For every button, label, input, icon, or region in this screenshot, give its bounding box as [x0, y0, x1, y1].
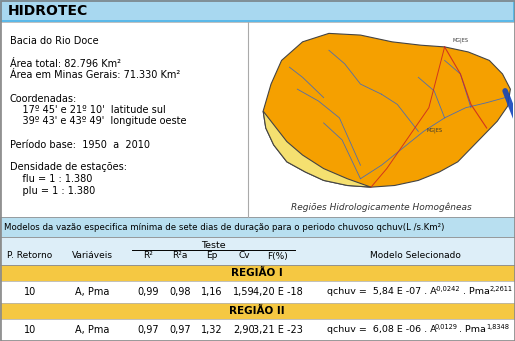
- Text: qchuv =  6,08 E -06 . A: qchuv = 6,08 E -06 . A: [327, 326, 437, 335]
- Bar: [0, 237, 515, 265]
- Text: Área em Minas Gerais: 71.330 Km²: Área em Minas Gerais: 71.330 Km²: [10, 71, 180, 80]
- Text: Teste: Teste: [201, 240, 226, 250]
- Text: MG|ES: MG|ES: [452, 38, 469, 43]
- Text: REGIÃO II: REGIÃO II: [229, 306, 285, 316]
- Text: R²: R²: [143, 252, 153, 261]
- Text: 17º 45' e 21º 10'  latitude sul: 17º 45' e 21º 10' latitude sul: [10, 105, 166, 115]
- Bar: [0, 303, 515, 319]
- Text: 0,98: 0,98: [169, 287, 191, 297]
- Bar: [0, 0, 515, 22]
- Text: 1,59: 1,59: [233, 287, 255, 297]
- Text: 2,2611: 2,2611: [489, 285, 512, 292]
- Bar: [0, 22, 515, 217]
- Text: 10: 10: [24, 325, 36, 335]
- Text: 39º 43' e 43º 49'  longitude oeste: 39º 43' e 43º 49' longitude oeste: [10, 117, 186, 127]
- Text: Densidade de estações:: Densidade de estações:: [10, 163, 127, 173]
- Text: REGIÃO I: REGIÃO I: [231, 268, 283, 278]
- Text: Período base:  1950  a  2010: Período base: 1950 a 2010: [10, 139, 150, 149]
- Text: A, Pma: A, Pma: [75, 287, 109, 297]
- Text: Área total: 82.796 Km²: Área total: 82.796 Km²: [10, 59, 121, 69]
- Text: Modelos da vazão especifica mínima de sete dias de duração para o periodo chuvos: Modelos da vazão especifica mínima de se…: [4, 222, 444, 232]
- Text: Modelo Selecionado: Modelo Selecionado: [370, 252, 460, 261]
- Text: MG|ES: MG|ES: [426, 128, 442, 133]
- Text: . Pma: . Pma: [456, 326, 486, 335]
- Text: 2,90: 2,90: [233, 325, 255, 335]
- Text: Cv: Cv: [238, 252, 250, 261]
- Bar: [0, 281, 515, 303]
- Text: 4,20 E -18: 4,20 E -18: [253, 287, 303, 297]
- Text: 1,8348: 1,8348: [486, 324, 509, 329]
- Text: A, Pma: A, Pma: [75, 325, 109, 335]
- Text: -0,0242: -0,0242: [435, 285, 460, 292]
- Bar: [0, 265, 515, 281]
- Text: 0,99: 0,99: [138, 287, 159, 297]
- Text: 0,0129: 0,0129: [435, 324, 458, 329]
- Bar: [2, 2, 513, 20]
- Polygon shape: [263, 111, 371, 187]
- Bar: [0, 319, 515, 341]
- Polygon shape: [263, 33, 510, 187]
- Text: flu = 1 : 1.380: flu = 1 : 1.380: [10, 174, 92, 184]
- Text: qchuv =  5,84 E -07 . A: qchuv = 5,84 E -07 . A: [327, 287, 437, 297]
- Text: 0,97: 0,97: [169, 325, 191, 335]
- Text: . Pma: . Pma: [459, 287, 489, 297]
- Text: plu = 1 : 1.380: plu = 1 : 1.380: [10, 186, 95, 195]
- Text: 0,97: 0,97: [137, 325, 159, 335]
- Text: F(%): F(%): [268, 252, 288, 261]
- Text: 1,16: 1,16: [201, 287, 223, 297]
- Text: Variáveis: Variáveis: [72, 252, 112, 261]
- Text: Coordenadas:: Coordenadas:: [10, 93, 77, 104]
- Text: R²a: R²a: [173, 252, 187, 261]
- Text: Bacia do Rio Doce: Bacia do Rio Doce: [10, 36, 99, 46]
- Text: HIDROTEC: HIDROTEC: [8, 4, 88, 18]
- Text: 10: 10: [24, 287, 36, 297]
- Bar: [0, 217, 515, 237]
- Text: 1,32: 1,32: [201, 325, 223, 335]
- Text: Regiões Hidrologicamente Homogêneas: Regiões Hidrologicamente Homogêneas: [291, 202, 472, 212]
- Text: 3,21 E -23: 3,21 E -23: [253, 325, 303, 335]
- Text: P. Retorno: P. Retorno: [7, 252, 53, 261]
- Text: Ep: Ep: [207, 252, 218, 261]
